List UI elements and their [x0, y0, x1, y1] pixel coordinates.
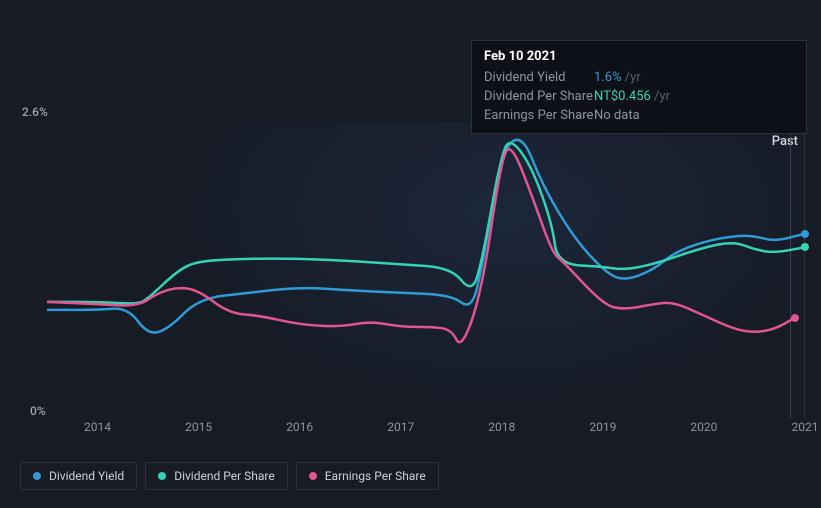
chart-tooltip: Feb 10 2021 Dividend Yield 1.6% /yr Divi…: [471, 40, 807, 134]
chart-plot-area[interactable]: Past: [47, 122, 805, 418]
x-axis-label: 2014: [84, 420, 111, 434]
x-axis: 20142015201620172018201920202021: [47, 420, 805, 440]
x-axis-label: 2017: [387, 420, 414, 434]
legend-item-dividend-per-share[interactable]: Dividend Per Share: [145, 462, 288, 490]
tooltip-table: Dividend Yield 1.6% /yr Dividend Per Sha…: [484, 68, 794, 125]
tooltip-row-value: 1.6%: [594, 70, 622, 85]
legend-dot-icon: [309, 472, 317, 480]
tooltip-row-unit: /yr: [625, 70, 641, 85]
x-axis-label: 2020: [690, 420, 717, 434]
tooltip-date: Feb 10 2021: [484, 49, 794, 64]
x-axis-label: 2021: [792, 420, 819, 434]
legend-item-dividend-yield[interactable]: Dividend Yield: [20, 462, 137, 490]
legend-label: Earnings Per Share: [325, 469, 426, 483]
y-axis-max-label: 2.6%: [22, 105, 48, 119]
x-axis-label: 2015: [185, 420, 212, 434]
x-axis-label: 2018: [488, 420, 515, 434]
chart-legend: Dividend Yield Dividend Per Share Earnin…: [20, 462, 439, 490]
legend-label: Dividend Yield: [49, 469, 124, 483]
chart-svg: [47, 122, 805, 418]
x-axis-label: 2016: [286, 420, 313, 434]
legend-label: Dividend Per Share: [174, 469, 275, 483]
series-end-dot: [801, 230, 809, 238]
tooltip-row-value: No data: [594, 108, 640, 123]
legend-dot-icon: [33, 472, 41, 480]
x-axis-label: 2019: [589, 420, 616, 434]
tooltip-row-unit: /yr: [654, 89, 670, 104]
tooltip-row-label: Dividend Per Share: [484, 87, 594, 106]
y-axis-min-label: 0%: [30, 404, 46, 418]
series-end-dot: [791, 314, 799, 322]
tooltip-row-label: Dividend Yield: [484, 68, 594, 87]
series-end-dot: [801, 243, 809, 251]
legend-item-earnings-per-share[interactable]: Earnings Per Share: [296, 462, 439, 490]
legend-dot-icon: [158, 472, 166, 480]
tooltip-row-value: NT$0.456: [594, 89, 651, 104]
tooltip-row-label: Earnings Per Share: [484, 106, 594, 125]
